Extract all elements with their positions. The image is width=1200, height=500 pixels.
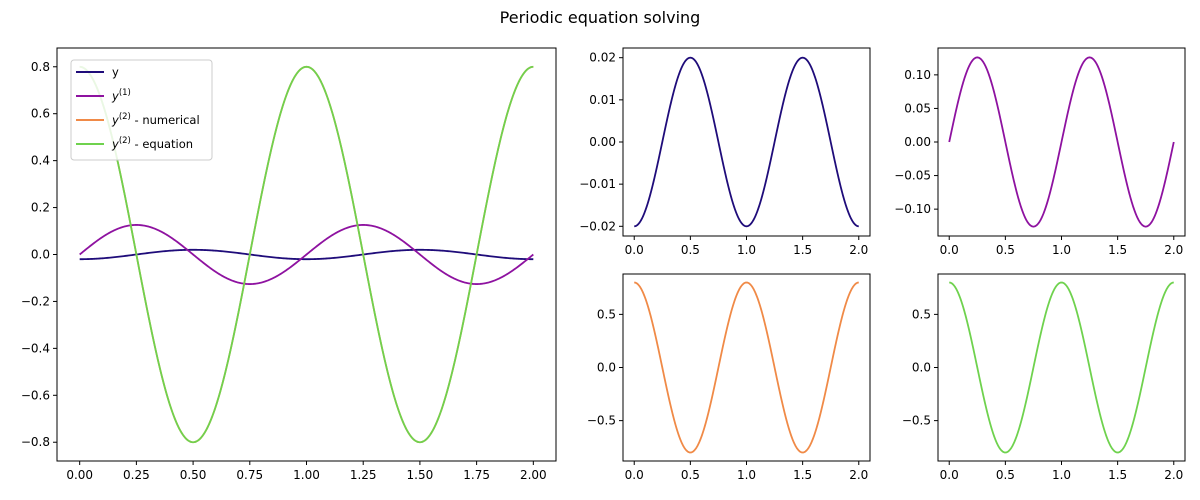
series-line-0 [948, 281, 1175, 454]
y-tick-label: 0.00 [589, 135, 616, 149]
y-tick-label: 0.8 [31, 60, 50, 74]
series-line-0 [948, 56, 1175, 228]
x-tick-label: 0.00 [66, 468, 93, 482]
y-tick-label: 0.0 [31, 248, 50, 262]
y-tick-label: −0.4 [21, 341, 50, 355]
y-tick-label: 0.02 [589, 51, 616, 65]
x-tick-label: 1.0 [1052, 468, 1071, 482]
x-tick-label: 1.50 [407, 468, 434, 482]
y-tick-label: −0.10 [894, 202, 931, 216]
legend-label: y [112, 65, 119, 79]
y-tick-label: 0.5 [912, 307, 931, 321]
y1-plot: 0.0 0.5 1.0 1.5 2.0 −0.10 −0.05 0.00 0.05 0.10 [894, 47, 1186, 257]
main-plot: 0.00 0.25 0.50 0.75 1.00 1.25 1.50 1.75 2.00 −0.8… [21, 47, 557, 482]
axes-frame [937, 273, 1186, 462]
y-tick-label: 0.01 [589, 93, 616, 107]
y-tick-label: −0.02 [579, 219, 616, 233]
y-tick-label: 0.2 [31, 201, 50, 215]
legend-label: y(2) - numerical [111, 112, 200, 127]
x-tick-label: 1.25 [350, 468, 377, 482]
x-tick-label: 0.25 [123, 468, 150, 482]
x-tick-label: 2.00 [520, 468, 547, 482]
x-tick-label: 2.0 [1164, 243, 1183, 257]
x-tick-label: 0.5 [681, 468, 700, 482]
legend: y y(1) y(2) - numerical y(2) - equation [70, 59, 213, 161]
y-tick-label: −0.05 [894, 169, 931, 183]
y-plot: 0.0 0.5 1.0 1.5 2.0 −0.02 −0.01 0.00 0.01 0.02 [579, 47, 871, 257]
y2-numerical-plot: 0.0 0.5 1.0 1.5 2.0 −0.5 0.0 0.5 [587, 273, 871, 482]
y-tick-label: 0.05 [904, 101, 931, 115]
y-tick-label: −0.5 [902, 414, 931, 428]
y2-equation-plot: 0.0 0.5 1.0 1.5 2.0 −0.5 0.0 0.5 [902, 273, 1186, 482]
y-tick-label: 0.00 [904, 135, 931, 149]
x-tick-label: 2.0 [849, 468, 868, 482]
y-tick-label: −0.6 [21, 388, 50, 402]
y-tick-label: 0.0 [912, 361, 931, 375]
x-tick-label: 0.0 [625, 468, 644, 482]
axes-frame [622, 273, 871, 462]
x-tick-label: 1.5 [1108, 243, 1127, 257]
x-tick-label: 1.75 [463, 468, 490, 482]
series-line-0 [633, 281, 860, 454]
x-tick-label: 2.0 [849, 243, 868, 257]
x-tick-label: 1.5 [793, 468, 812, 482]
y-tick-label: 0.10 [904, 68, 931, 82]
y-tick-label: 0.0 [597, 361, 616, 375]
series-line-0 [633, 56, 860, 228]
x-tick-label: 1.00 [293, 468, 320, 482]
x-tick-label: 0.5 [996, 468, 1015, 482]
x-tick-label: 0.0 [940, 243, 959, 257]
x-tick-label: 0.50 [180, 468, 207, 482]
x-tick-label: 0.5 [996, 243, 1015, 257]
axes-frame [622, 47, 871, 237]
x-tick-label: 1.5 [793, 243, 812, 257]
x-tick-label: 1.5 [1108, 468, 1127, 482]
x-tick-label: 2.0 [1164, 468, 1183, 482]
legend-box [70, 59, 213, 161]
y-tick-label: 0.5 [597, 307, 616, 321]
x-tick-label: 1.0 [737, 468, 756, 482]
x-tick-label: 1.0 [1052, 243, 1071, 257]
x-tick-label: 0.75 [236, 468, 263, 482]
series-line-y-1- [79, 224, 534, 285]
figure-title: Periodic equation solving [500, 8, 701, 27]
x-tick-label: 0.0 [625, 243, 644, 257]
legend-label: y(2) - equation [111, 136, 193, 151]
y-tick-label: 0.6 [31, 107, 50, 121]
y-tick-label: −0.01 [579, 177, 616, 191]
y-tick-label: −0.8 [21, 435, 50, 449]
x-tick-label: 0.0 [940, 468, 959, 482]
series-line-y-2-equation [79, 65, 534, 444]
x-tick-label: 0.5 [681, 243, 700, 257]
series-line-y [79, 248, 534, 261]
y-tick-label: 0.4 [31, 154, 50, 168]
y-tick-label: −0.5 [587, 414, 616, 428]
x-tick-label: 1.0 [737, 243, 756, 257]
legend-label: y(1) [111, 88, 131, 103]
y-tick-label: −0.2 [21, 294, 50, 308]
